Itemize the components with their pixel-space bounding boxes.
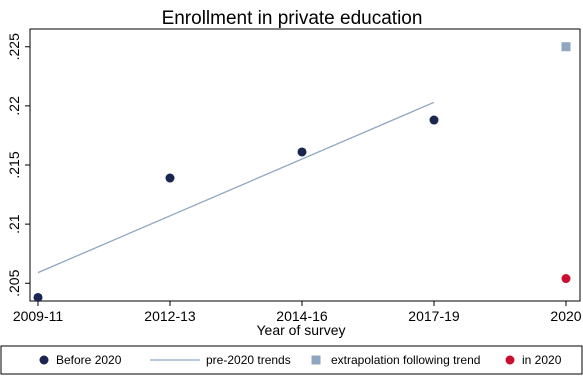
plot-area-frame bbox=[29, 28, 581, 302]
legend-label-before-2020: Before 2020 bbox=[56, 353, 122, 367]
before-2020-point bbox=[165, 173, 175, 183]
y-tick-label: .205 bbox=[6, 269, 22, 296]
legend-swatch-extrapolation-following-trend bbox=[311, 355, 321, 365]
legend-swatch-before-2020 bbox=[39, 355, 49, 365]
x-tick-label: 2017-19 bbox=[408, 308, 460, 324]
x-tick-label: 2020 bbox=[550, 308, 581, 324]
y-tick-label: .225 bbox=[6, 33, 22, 60]
extrapolation-following-trend-point bbox=[561, 42, 571, 52]
before-2020-point bbox=[297, 147, 307, 157]
legend-label-extrapolation-following-trend: extrapolation following trend bbox=[331, 353, 480, 367]
y-tick-label: .22 bbox=[6, 96, 22, 116]
legend: Before 2020 pre-2020 trends extrapolation … bbox=[39, 353, 562, 367]
pre-2020-trends-line bbox=[37, 101, 435, 274]
x-axis: 2009-11 2012-13 2014-16 2017-19 2020 bbox=[13, 301, 582, 324]
in-2020-point bbox=[561, 274, 571, 284]
legend-swatch-in-2020 bbox=[505, 355, 515, 365]
x-tick-label: 2009-11 bbox=[13, 308, 64, 324]
x-tick-label: 2012-13 bbox=[144, 308, 196, 324]
legend-label-pre-2020-trends: pre-2020 trends bbox=[206, 353, 291, 367]
chart-marks bbox=[33, 42, 571, 302]
x-tick-label: 2014-16 bbox=[276, 308, 328, 324]
y-tick-label: .215 bbox=[6, 151, 22, 178]
before-2020-point bbox=[33, 292, 43, 302]
y-axis: .205 .21 .215 .22 .225 bbox=[6, 33, 30, 297]
x-axis-label: Year of survey bbox=[257, 322, 346, 338]
chart-title: Enrollment in private education bbox=[162, 8, 423, 29]
before-2020-point bbox=[429, 115, 439, 125]
legend-box bbox=[0, 345, 583, 375]
y-tick-label: .21 bbox=[6, 214, 22, 234]
legend-label-in-2020: in 2020 bbox=[522, 353, 562, 367]
